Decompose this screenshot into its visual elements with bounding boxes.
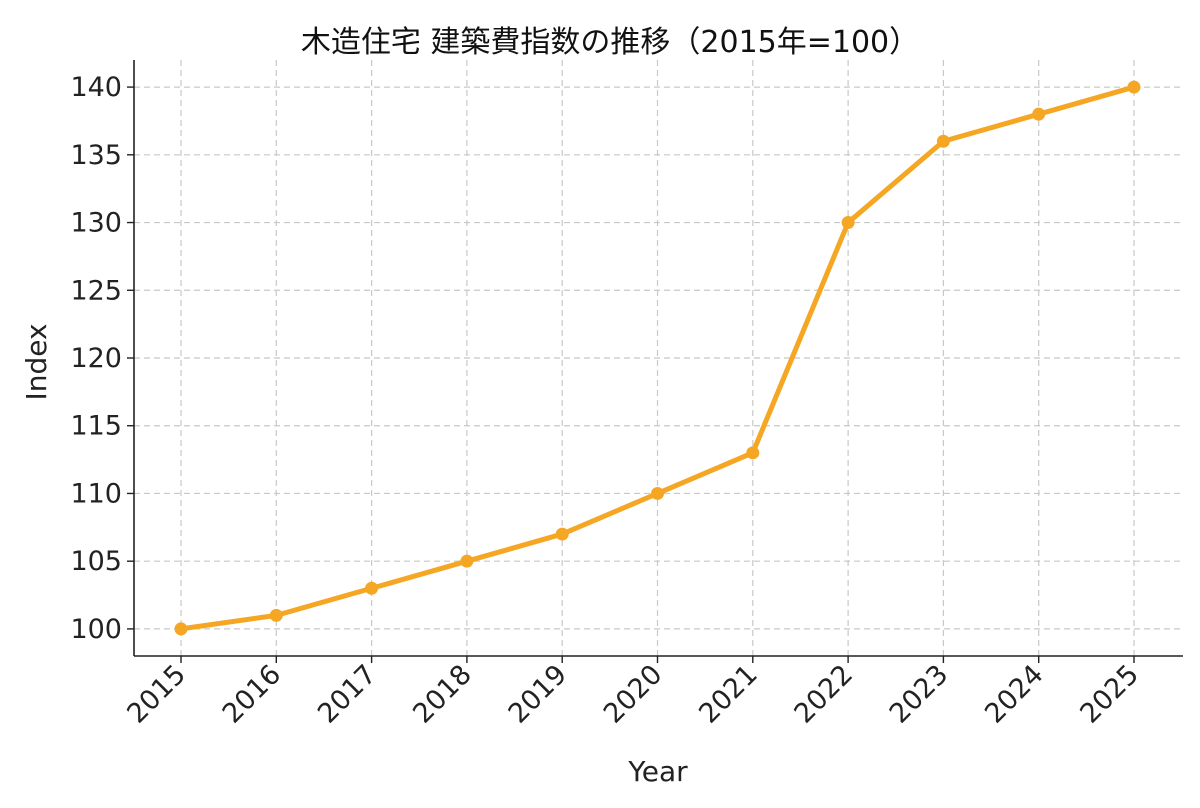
y-tick-label: 105 xyxy=(70,546,122,577)
x-tick-label: 2024 xyxy=(979,659,1050,730)
y-tick-label: 125 xyxy=(70,275,122,306)
data-point xyxy=(460,554,474,568)
y-tick-label: 110 xyxy=(70,478,122,509)
data-point xyxy=(841,216,855,230)
x-tick-label: 2023 xyxy=(884,659,955,730)
data-point xyxy=(269,608,283,622)
x-tick-label: 2019 xyxy=(503,659,574,730)
x-tick-label: 2015 xyxy=(121,659,192,730)
data-point xyxy=(174,622,188,636)
y-axis-label: Index xyxy=(20,323,53,400)
x-ticks: 2015 2016 2017 2018 2019 2020 2021 2022 2023 2024… xyxy=(121,656,1145,730)
x-tick-label: 2021 xyxy=(693,659,764,730)
x-tick-label: 2020 xyxy=(598,659,669,730)
y-tick-label: 140 xyxy=(70,72,122,103)
data-point xyxy=(651,486,664,500)
y-tick-label: 130 xyxy=(70,208,122,239)
data-point xyxy=(746,446,760,460)
x-tick-label: 2022 xyxy=(789,659,860,730)
data-point xyxy=(1127,80,1141,94)
x-tick-label: 2016 xyxy=(217,659,288,730)
x-tick-label: 2025 xyxy=(1074,659,1145,730)
x-tick-label: 2018 xyxy=(407,659,478,730)
data-point xyxy=(555,527,569,541)
y-tick-label: 135 xyxy=(70,140,122,171)
x-tick-label: 2017 xyxy=(312,659,383,730)
y-tick-label: 115 xyxy=(70,411,122,442)
grid xyxy=(134,60,1183,656)
y-tick-label: 100 xyxy=(70,614,122,645)
chart-title: 木造住宅 建築費指数の推移（2015年=100） xyxy=(301,25,919,60)
data-point xyxy=(1032,107,1046,121)
x-axis-label: Year xyxy=(627,755,688,788)
data-points xyxy=(174,80,1141,636)
data-point xyxy=(936,134,950,148)
y-tick-label: 120 xyxy=(70,343,122,374)
data-point xyxy=(365,581,379,595)
y-ticks: 100 105 110 115 120 125 130 135 140 xyxy=(70,72,134,645)
